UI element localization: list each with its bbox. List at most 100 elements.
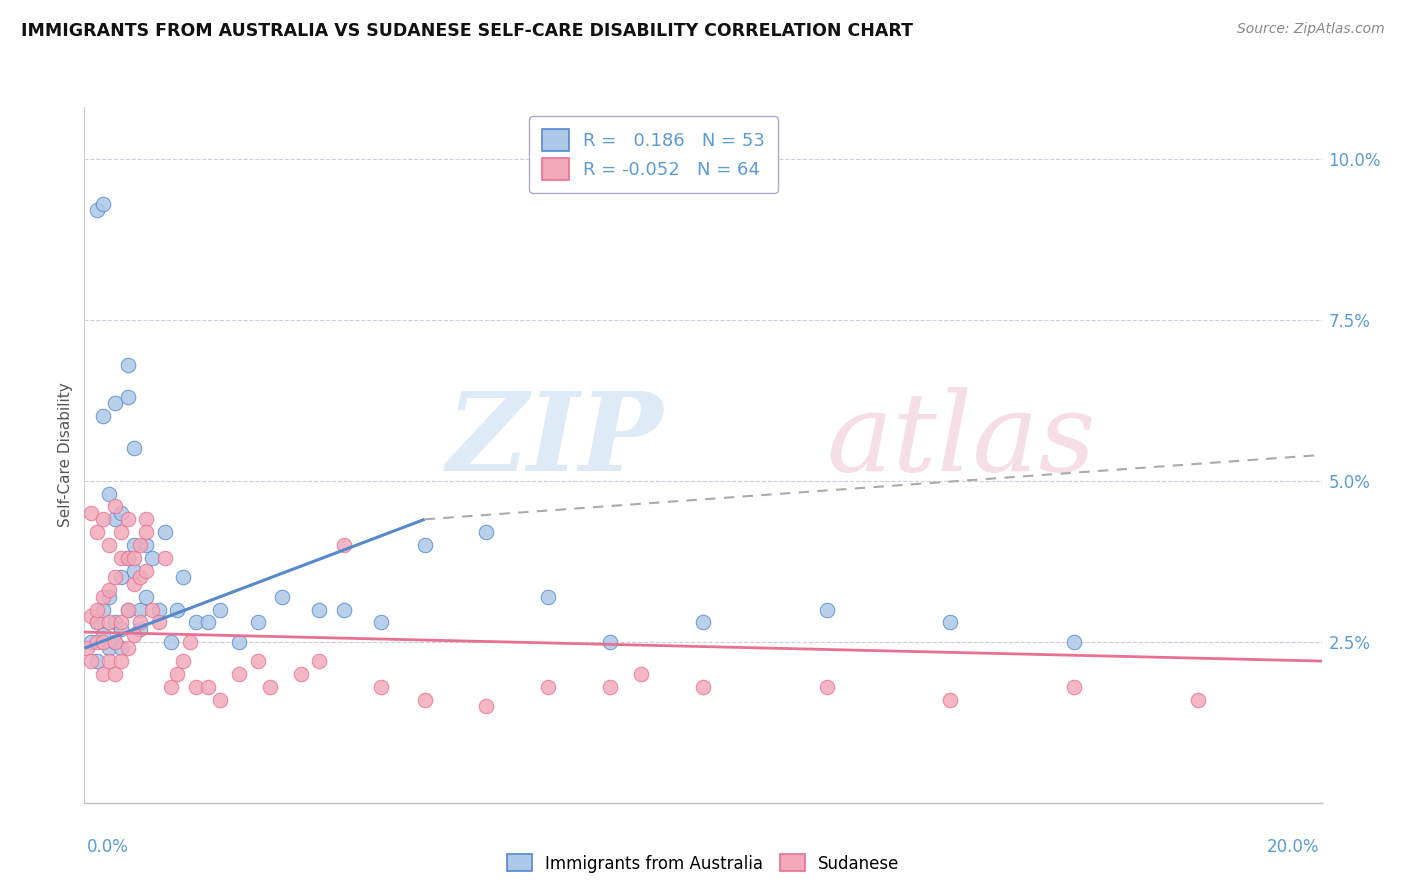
Point [475, 525, 498, 540]
Point [290, 667, 312, 681]
Point [104, 570, 127, 584]
Point [537, 680, 560, 694]
Point [110, 622, 132, 636]
Point [110, 525, 132, 540]
Point [692, 615, 714, 630]
Point [692, 680, 714, 694]
Point [148, 602, 170, 616]
Point [122, 564, 145, 578]
Point [86, 203, 108, 218]
Point [86, 615, 108, 630]
Point [91, 590, 114, 604]
Point [117, 641, 139, 656]
Point [79, 654, 101, 668]
Point [129, 538, 152, 552]
Point [129, 602, 152, 616]
Point [246, 654, 269, 668]
Point [1063, 680, 1085, 694]
Legend: R =   0.186   N = 53, R = -0.052   N = 64: R = 0.186 N = 53, R = -0.052 N = 64 [529, 116, 778, 193]
Point [166, 667, 188, 681]
Point [104, 634, 127, 648]
Point [98, 583, 121, 598]
Point [86, 602, 108, 616]
Point [815, 680, 838, 694]
Point [1187, 692, 1209, 706]
Point [86, 615, 108, 630]
Point [91, 628, 114, 642]
Point [209, 602, 232, 616]
Point [110, 654, 132, 668]
Point [86, 654, 108, 668]
Point [815, 602, 838, 616]
Point [413, 538, 436, 552]
Point [110, 506, 132, 520]
Point [104, 500, 127, 514]
Point [475, 699, 498, 714]
Point [135, 512, 157, 526]
Point [599, 680, 621, 694]
Point [160, 634, 183, 648]
Point [117, 602, 139, 616]
Point [172, 570, 194, 584]
Point [135, 590, 157, 604]
Text: 0.0%: 0.0% [87, 838, 129, 856]
Point [184, 615, 207, 630]
Point [333, 602, 356, 616]
Point [98, 641, 121, 656]
Point [141, 602, 163, 616]
Point [308, 602, 330, 616]
Text: Source: ZipAtlas.com: Source: ZipAtlas.com [1237, 22, 1385, 37]
Point [228, 667, 250, 681]
Point [246, 615, 269, 630]
Point [197, 615, 219, 630]
Point [104, 615, 127, 630]
Point [599, 634, 621, 648]
Point [104, 512, 127, 526]
Point [370, 615, 392, 630]
Point [91, 196, 114, 211]
Point [104, 396, 127, 410]
Point [110, 615, 132, 630]
Point [413, 692, 436, 706]
Point [537, 590, 560, 604]
Point [939, 615, 962, 630]
Point [98, 538, 121, 552]
Legend: Immigrants from Australia, Sudanese: Immigrants from Australia, Sudanese [501, 847, 905, 880]
Point [172, 654, 194, 668]
Point [110, 641, 132, 656]
Point [160, 680, 183, 694]
Point [122, 538, 145, 552]
Point [333, 538, 356, 552]
Point [129, 570, 152, 584]
Point [86, 525, 108, 540]
Point [153, 551, 176, 566]
Point [148, 615, 170, 630]
Point [135, 538, 157, 552]
Point [135, 564, 157, 578]
Point [98, 615, 121, 630]
Point [76, 641, 98, 656]
Text: atlas: atlas [827, 387, 1097, 495]
Point [91, 634, 114, 648]
Text: IMMIGRANTS FROM AUSTRALIA VS SUDANESE SELF-CARE DISABILITY CORRELATION CHART: IMMIGRANTS FROM AUSTRALIA VS SUDANESE SE… [21, 22, 912, 40]
Point [228, 634, 250, 648]
Point [98, 486, 121, 500]
Point [117, 358, 139, 372]
Point [117, 551, 139, 566]
Point [166, 602, 188, 616]
Point [370, 680, 392, 694]
Point [184, 680, 207, 694]
Point [122, 442, 145, 456]
Point [117, 390, 139, 404]
Text: ZIP: ZIP [446, 387, 662, 495]
Point [630, 667, 652, 681]
Point [79, 609, 101, 624]
Point [122, 628, 145, 642]
Point [91, 667, 114, 681]
Point [98, 590, 121, 604]
Point [91, 602, 114, 616]
Point [135, 525, 157, 540]
Point [91, 409, 114, 424]
Point [939, 692, 962, 706]
Point [271, 590, 294, 604]
